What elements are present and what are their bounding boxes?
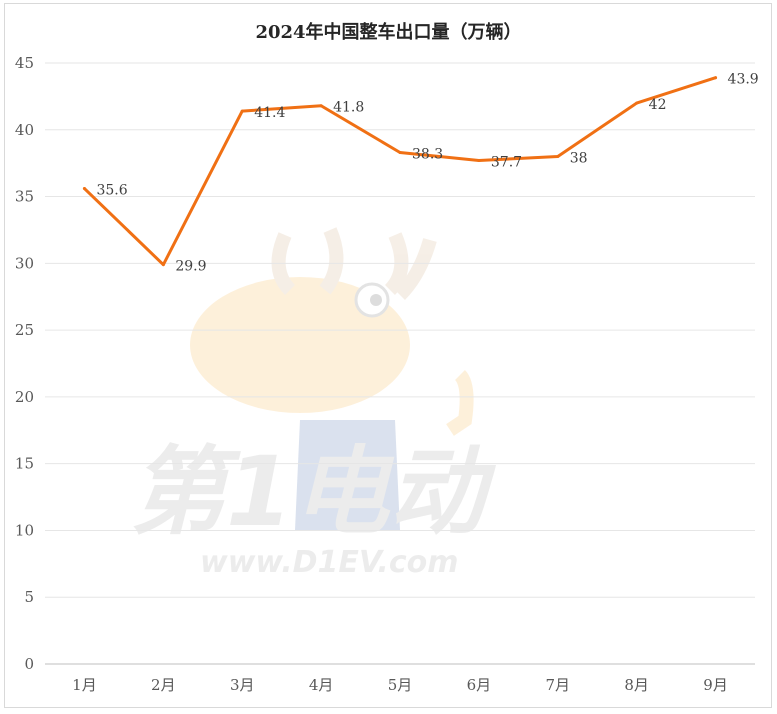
x-tick-label: 8月 [624, 676, 649, 694]
x-tick-label: 3月 [230, 676, 255, 694]
chart-title: 2024年中国整车出口量（万辆） [255, 22, 522, 43]
data-label: 41.4 [254, 105, 285, 121]
y-tick-label: 40 [15, 121, 34, 139]
y-tick-label: 30 [15, 254, 34, 272]
x-tick-label: 4月 [309, 676, 334, 694]
x-tick-label: 2月 [151, 676, 176, 694]
data-point [477, 158, 481, 162]
y-tick-label: 15 [15, 455, 34, 473]
data-point [556, 154, 560, 158]
y-tick-label: 0 [24, 655, 34, 673]
data-label: 43.9 [728, 72, 759, 88]
data-point [161, 263, 165, 267]
data-point [635, 101, 639, 105]
y-tick-label: 45 [15, 54, 34, 72]
watermark-cn-text: 第1电动 [130, 436, 497, 548]
data-point [240, 109, 244, 113]
x-axis: 1月 2月 3月 4月 5月 6月 7月 8月 9月 [72, 676, 728, 694]
x-tick-label: 5月 [388, 676, 413, 694]
x-tick-label: 6月 [467, 676, 492, 694]
data-label: 42 [649, 97, 667, 113]
data-point [398, 150, 402, 154]
data-point [714, 76, 718, 80]
y-axis: 0 5 10 15 20 25 30 35 40 45 [15, 54, 34, 673]
data-labels: 35.6 29.9 41.4 41.8 38.3 37.7 38 42 43.9 [96, 72, 758, 275]
data-point [319, 104, 323, 108]
watermark-url-text: www.D1EV.com [200, 545, 459, 580]
y-tick-label: 35 [15, 188, 34, 206]
chart-frame [4, 3, 772, 708]
gridlines [45, 62, 755, 665]
y-tick-label: 5 [24, 588, 34, 606]
data-label: 41.8 [333, 100, 364, 116]
data-point [82, 187, 86, 191]
data-label: 38.3 [412, 146, 443, 162]
x-tick-label: 1月 [72, 676, 97, 694]
x-tick-label: 7月 [546, 676, 571, 694]
data-label: 35.6 [96, 183, 127, 199]
data-label: 29.9 [175, 259, 206, 275]
d1ev-watermark-logo: 第1电动 www.D1EV.com [130, 227, 497, 580]
y-tick-label: 20 [15, 388, 34, 406]
x-tick-label: 9月 [703, 676, 728, 694]
data-label: 38 [570, 150, 588, 166]
y-tick-label: 10 [15, 521, 34, 539]
data-label: 37.7 [491, 154, 522, 170]
series-line-group [82, 76, 718, 267]
y-tick-label: 25 [15, 321, 34, 339]
